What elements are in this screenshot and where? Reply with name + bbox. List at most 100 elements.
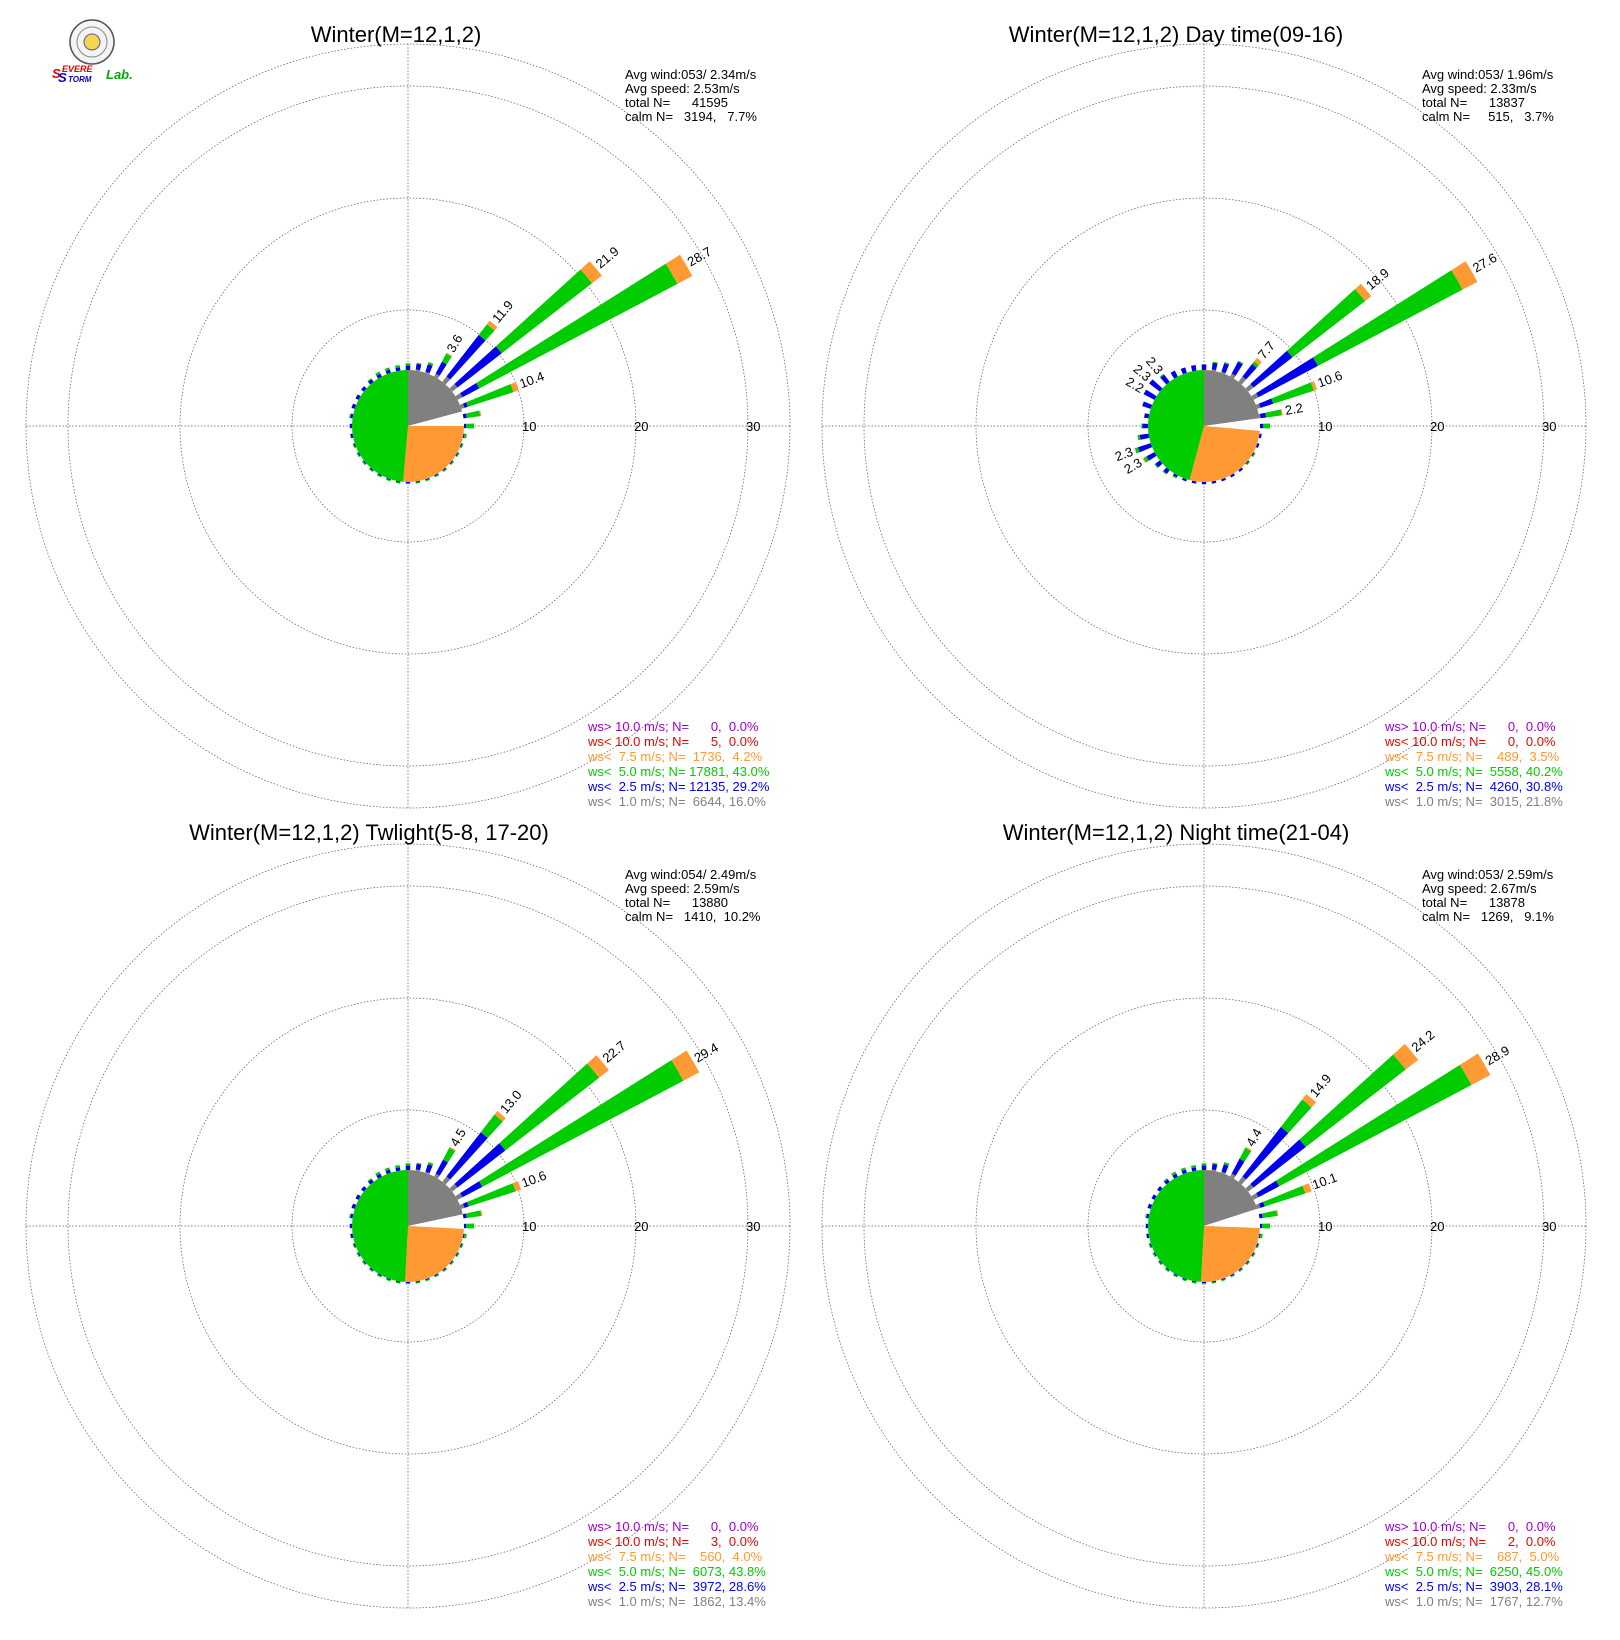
bar-segment (1262, 1223, 1271, 1229)
grid-ring (67, 85, 749, 767)
bar-segment (1231, 361, 1243, 376)
bar-segment (1149, 379, 1163, 392)
direction-bar-250 (1148, 1243, 1153, 1249)
direction-bar-260 (350, 433, 354, 439)
info-line: Avg wind:053/ 2.59m/s (1422, 867, 1554, 882)
bar-segment (1170, 370, 1178, 379)
direction-bar-260 (350, 1233, 354, 1239)
bar-segment (1137, 443, 1153, 453)
direction-bar-80 (462, 1210, 483, 1219)
bar-segment (1231, 1158, 1245, 1176)
info-line: calm N= 515, 3.7% (1422, 109, 1554, 124)
bar-segment (1146, 1213, 1150, 1219)
bar-segment (1250, 1139, 1306, 1188)
bar-segment (1251, 1193, 1259, 1200)
bar-segment (425, 1278, 431, 1282)
bar-segment (369, 1267, 374, 1272)
legend-entry: ws< 10.0 m/s; N= 3, 0.0% (587, 1534, 759, 1549)
direction-bar-170 (415, 1280, 421, 1284)
direction-bar-120 (1251, 1252, 1256, 1258)
info-line: calm N= 1410, 10.2% (625, 909, 761, 924)
bar-segment (446, 334, 486, 380)
bar-segment (446, 352, 453, 357)
direction-bar-120 (455, 452, 460, 458)
calm-pie-sector (1147, 370, 1204, 481)
calm-pie-sector (403, 426, 464, 482)
direction-bar-110 (1255, 443, 1260, 449)
bar-segment (405, 481, 411, 484)
bar-value-label: 10.4 (517, 368, 546, 391)
bar-segment (405, 365, 411, 371)
bar-segment (499, 1063, 600, 1151)
direction-bar-20 (425, 1162, 434, 1175)
bar-segment (434, 1274, 440, 1278)
direction-bar-350 (394, 1164, 401, 1172)
bar-segment (434, 474, 440, 478)
direction-bar-300 (1151, 1194, 1157, 1200)
bar-segment (1302, 1094, 1317, 1108)
legend-entry: ws< 7.5 m/s; N= 1736, 4.2% (587, 749, 763, 764)
bar-segment (353, 443, 357, 448)
bar-segment (367, 378, 372, 383)
panel-title: Winter(M=12,1,2) Day time(09-16) (1009, 22, 1343, 47)
calm-pie-sector (1204, 418, 1260, 431)
direction-bar-200 (385, 477, 391, 482)
bar-segment (1211, 1163, 1218, 1171)
bar-segment (349, 413, 352, 419)
bar-segment (1160, 374, 1170, 385)
direction-bar-140 (442, 467, 448, 473)
direction-bar-130 (1245, 460, 1251, 466)
bar-segment (1252, 1252, 1256, 1258)
bar-segment (415, 1169, 421, 1172)
direction-bar-30 (1230, 1146, 1252, 1179)
direction-bar-30 (1230, 360, 1244, 379)
legend-entry: ws< 2.5 m/s; N= 3972, 28.6% (587, 1579, 766, 1594)
bar-segment (479, 410, 482, 417)
calm-pie-sector (408, 411, 464, 426)
direction-bar-70 (1255, 381, 1318, 409)
direction-bar-10 (415, 1162, 422, 1172)
bar-segment (1238, 1267, 1243, 1272)
calm-pie-sector (1204, 1170, 1258, 1226)
direction-bar-280 (1145, 1213, 1150, 1219)
bar-segment (1141, 423, 1143, 429)
bar-segment (1280, 409, 1283, 416)
bar-segment (435, 361, 447, 376)
bar-segment (416, 362, 422, 365)
bar-segment (361, 1186, 367, 1192)
bar-segment (1259, 1233, 1263, 1239)
grid-ring (67, 885, 749, 1567)
ring-tick-label: 10 (522, 419, 536, 434)
bar-segment (355, 394, 361, 400)
bar-segment (1302, 1183, 1312, 1194)
panel-title: Winter(M=12,1,2) (311, 22, 482, 47)
panel-title: Winter(M=12,1,2) Night time(21-04) (1003, 820, 1350, 845)
bar-segment (455, 393, 463, 400)
grid-ring (975, 197, 1433, 655)
bar-segment (1153, 1252, 1157, 1257)
info-line: Avg wind:054/ 2.49m/s (625, 867, 757, 882)
bar-segment (1245, 460, 1250, 465)
bar-value-label: 7.7 (1255, 338, 1278, 361)
bar-segment (415, 480, 421, 483)
direction-bar-0 (405, 363, 411, 371)
grid-ring (179, 997, 637, 1455)
info-line: Avg wind:053/ 2.34m/s (625, 67, 757, 82)
direction-bar-50 (449, 261, 602, 392)
bar-segment (395, 1281, 401, 1284)
bar-segment (1182, 1277, 1187, 1281)
bar-segment (449, 1260, 454, 1265)
info-line: Avg speed: 2.53m/s (625, 81, 740, 96)
direction-bar-50 (1245, 283, 1372, 392)
bar-segment (1459, 1053, 1491, 1085)
bar-segment (1142, 457, 1147, 464)
direction-bar-250 (1134, 443, 1153, 454)
bar-segment (459, 443, 463, 448)
bar-segment (1201, 1281, 1207, 1284)
bar-segment (1252, 452, 1256, 458)
bar-segment (395, 1280, 401, 1283)
direction-bar-310 (1149, 379, 1163, 392)
bar-segment (442, 1267, 447, 1272)
bar-segment (460, 383, 480, 398)
bar-segment (415, 1163, 422, 1171)
